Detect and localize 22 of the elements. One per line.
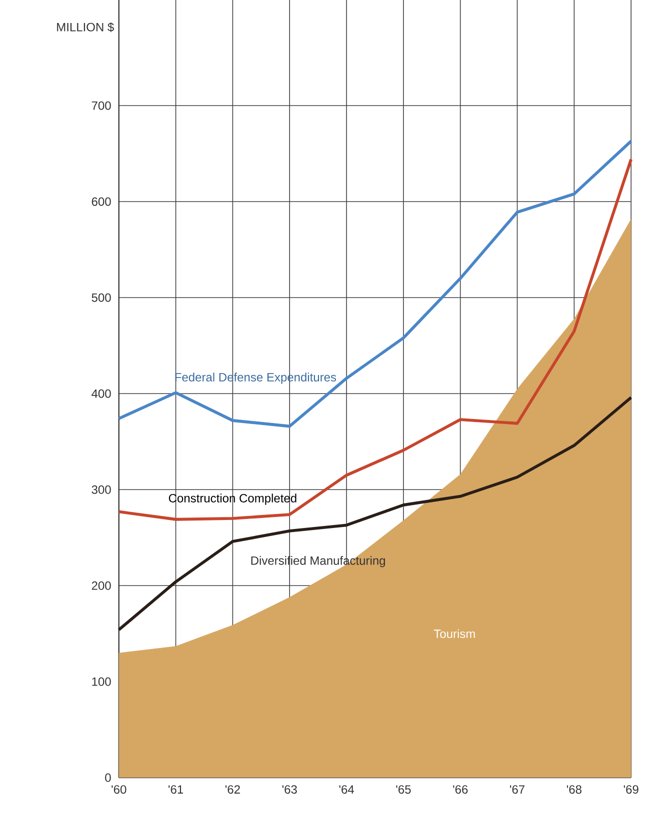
- line-series: [117, 140, 633, 428]
- line-series: [117, 158, 633, 521]
- x-tick-label: '68: [566, 785, 582, 794]
- series-label: Tourism: [434, 629, 475, 638]
- y-tick-label: 200: [92, 581, 111, 590]
- x-tick-label: '67: [510, 785, 524, 794]
- y-tick-label: 500: [92, 293, 111, 302]
- x-tick-label: '61: [168, 785, 183, 794]
- y-tick-label: 100: [92, 677, 111, 686]
- x-tick-label: '60: [112, 785, 126, 794]
- y-axis-title: MILLION $: [57, 22, 114, 32]
- x-tick-label: '66: [453, 785, 468, 794]
- y-tick-label: 400: [92, 389, 111, 398]
- x-tick-label: '64: [339, 785, 354, 794]
- y-tick-label: 700: [92, 101, 111, 110]
- x-tick-label: '65: [396, 785, 411, 794]
- x-tick-label: '63: [282, 785, 297, 794]
- x-tick-label: '69: [624, 785, 638, 794]
- y-tick-label: 600: [92, 197, 111, 206]
- y-tick-label: 0: [105, 773, 111, 782]
- y-tick-label: 300: [92, 485, 111, 494]
- x-tick-label: '62: [225, 785, 240, 794]
